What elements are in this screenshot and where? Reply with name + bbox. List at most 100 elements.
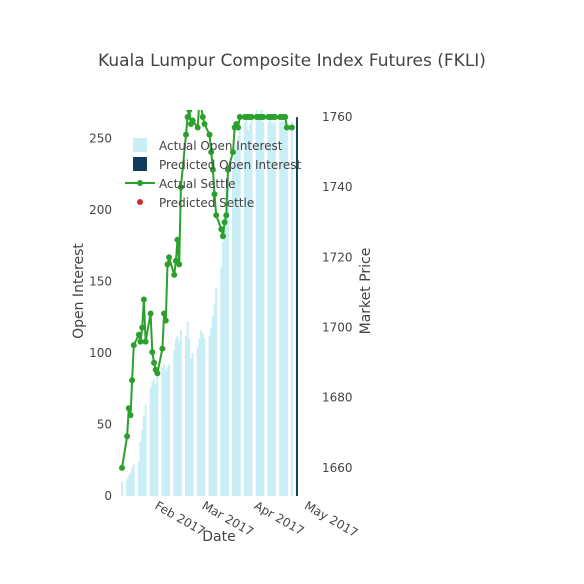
y2-tick-label: 1680 xyxy=(322,391,353,405)
bar-actual-open-interest xyxy=(208,335,211,496)
settle-point xyxy=(218,226,225,233)
settle-point xyxy=(149,349,156,356)
bar-actual-open-interest xyxy=(127,475,130,496)
bar-actual-open-interest xyxy=(154,384,157,496)
bar-actual-open-interest xyxy=(213,304,216,496)
settle-point xyxy=(119,464,125,471)
bar-actual-open-interest xyxy=(269,118,272,496)
settle-point xyxy=(209,166,216,173)
bar-actual-open-interest xyxy=(258,112,261,496)
plot-area xyxy=(119,97,298,496)
settle-point xyxy=(283,124,290,131)
settle-point xyxy=(140,296,147,303)
settle-point xyxy=(186,110,193,113)
bar-actual-open-interest xyxy=(164,370,167,496)
legend-swatch-actual-open-interest xyxy=(133,138,147,152)
settle-point xyxy=(161,310,168,317)
bar-actual-open-interest xyxy=(151,381,154,496)
bar-actual-open-interest xyxy=(166,367,169,496)
settle-point xyxy=(184,114,191,120)
legend-marker-predicted-settle xyxy=(137,199,143,205)
bar-actual-open-interest xyxy=(270,121,273,496)
bar-actual-open-interest xyxy=(274,121,277,496)
bar-actual-open-interest xyxy=(227,174,229,496)
bar-actual-open-interest xyxy=(247,130,250,496)
bar-actual-open-interest xyxy=(290,121,293,496)
bar-actual-open-interest xyxy=(144,404,147,496)
actual-open-interest-bars xyxy=(121,110,293,496)
bar-actual-open-interest xyxy=(156,373,159,496)
bar-actual-open-interest xyxy=(260,110,263,496)
bar-actual-open-interest xyxy=(220,267,223,496)
settle-point xyxy=(162,317,169,324)
settle-point xyxy=(196,97,202,103)
bar-actual-open-interest xyxy=(235,144,238,496)
legend-item-predicted-settle[interactable]: Predicted Settle xyxy=(137,196,254,210)
legend-item-actual-settle[interactable]: Actual Settle xyxy=(125,177,236,191)
y-tick-label: 0 xyxy=(104,489,112,503)
bar-actual-open-interest xyxy=(190,358,192,496)
bar-actual-open-interest xyxy=(257,115,260,496)
settle-point xyxy=(127,412,134,419)
y2-tick-label: 1660 xyxy=(322,461,353,475)
bar-actual-open-interest xyxy=(129,473,132,496)
settle-point xyxy=(282,114,289,120)
bar-actual-open-interest xyxy=(215,287,218,496)
legend-label-actual-open-interest: Actual Open Interest xyxy=(159,139,283,153)
settle-point xyxy=(137,338,144,345)
bar-actual-open-interest xyxy=(153,378,155,496)
settle-point xyxy=(288,124,295,131)
settle-point xyxy=(230,149,236,156)
actual-settle-line xyxy=(119,97,295,471)
settle-point xyxy=(177,184,184,191)
bar-actual-open-interest xyxy=(141,430,144,496)
bar-actual-open-interest xyxy=(186,321,189,496)
bar-actual-open-interest xyxy=(237,135,240,496)
bar-actual-open-interest xyxy=(250,112,253,496)
settle-point xyxy=(174,236,181,243)
legend-item-actual-open-interest[interactable]: Actual Open Interest xyxy=(133,138,283,153)
x-tick-label: May 2017 xyxy=(302,498,360,540)
bar-actual-open-interest xyxy=(280,121,283,496)
y-tick-label: 250 xyxy=(89,132,112,146)
legend-label-predicted-settle: Predicted Settle xyxy=(159,196,254,210)
settle-point xyxy=(221,219,228,226)
bar-actual-open-interest xyxy=(176,335,179,496)
settle-point xyxy=(154,370,161,377)
settle-point xyxy=(198,104,204,110)
settle-point xyxy=(176,261,183,268)
bar-actual-open-interest xyxy=(272,124,275,496)
legend-label-actual-settle: Actual Settle xyxy=(159,177,236,191)
settle-point xyxy=(199,114,206,120)
settle-point xyxy=(208,149,215,156)
y2-tick-label: 1700 xyxy=(322,321,353,335)
bar-actual-open-interest xyxy=(149,387,152,496)
settle-point xyxy=(235,124,242,131)
bar-actual-open-interest xyxy=(132,464,135,496)
legend-item-predicted-open-interest[interactable]: Predicted Open Interest xyxy=(133,157,302,172)
bar-actual-open-interest xyxy=(179,330,182,496)
y2-tick-label: 1720 xyxy=(322,250,353,264)
settle-point xyxy=(164,261,171,268)
bar-actual-open-interest xyxy=(233,155,236,496)
bar-actual-open-interest xyxy=(279,121,282,496)
bar-actual-open-interest xyxy=(221,241,224,496)
bar-actual-open-interest xyxy=(210,327,213,496)
settle-point xyxy=(260,114,267,120)
settle-point xyxy=(171,271,178,278)
bar-actual-open-interest xyxy=(232,164,235,496)
chart-title: Kuala Lumpur Composite Index Futures (FK… xyxy=(98,51,486,71)
settle-point xyxy=(225,166,231,173)
bar-actual-open-interest xyxy=(284,121,287,496)
settle-point xyxy=(194,124,201,131)
bar-actual-open-interest xyxy=(131,467,134,496)
legend-swatch-predicted-open-interest xyxy=(133,157,147,171)
settle-point xyxy=(124,433,131,440)
settle-point xyxy=(135,331,142,338)
settle-point xyxy=(236,114,243,120)
legend[interactable]: Actual Open Interest Predicted Open Inte… xyxy=(125,138,302,210)
bar-actual-open-interest xyxy=(245,117,248,496)
settle-point xyxy=(213,212,220,219)
bar-actual-open-interest xyxy=(142,415,145,496)
